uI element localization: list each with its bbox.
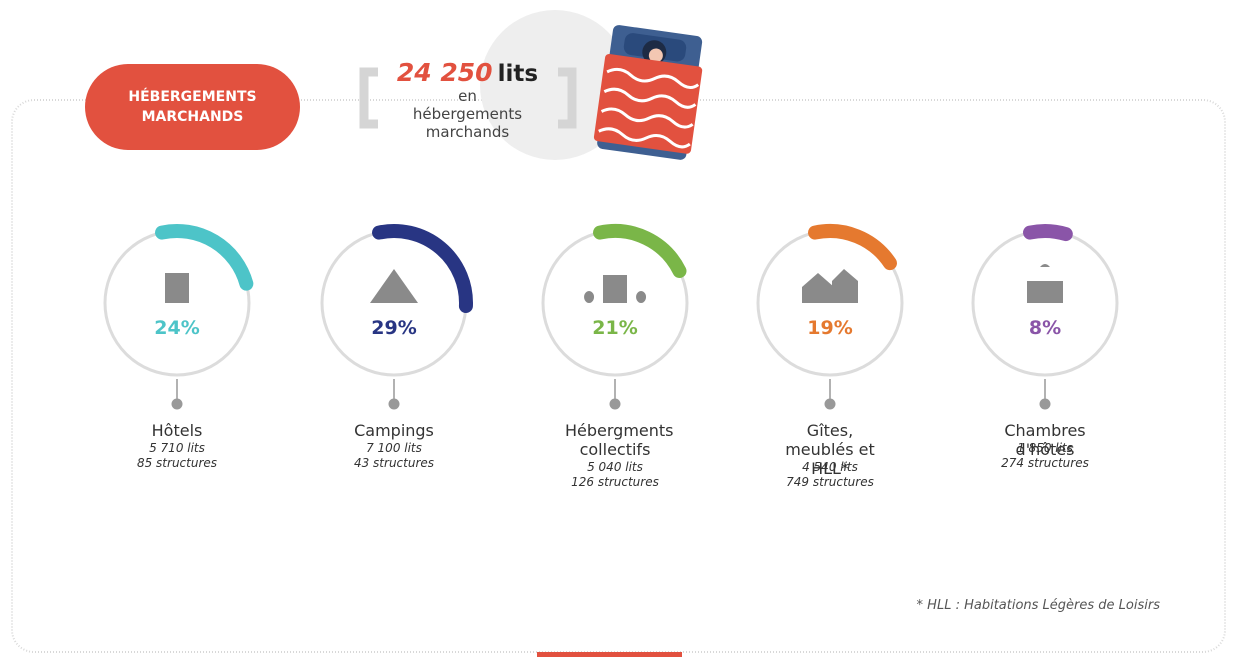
percent: 19% [770,317,890,339]
stem-dot [825,399,836,410]
percent: 24% [117,317,237,339]
percent: 29% [334,317,454,339]
stem-dot [610,399,621,410]
percent: 21% [555,317,675,339]
ring-arc [1030,231,1066,234]
structures: 749 structures [740,475,920,490]
structures: 274 structures [955,456,1135,471]
percent: 8% [985,317,1105,339]
beds: 5 040 lits [525,460,705,475]
stem-dot [172,399,183,410]
category-name: Hébergments collectifs [525,421,705,459]
category-name: Hôtels [87,421,267,440]
structures: 126 structures [525,475,705,490]
category-icon [165,273,189,303]
stem-dot [389,399,400,410]
structures: 43 structures [304,456,484,471]
stem-dot [1040,399,1051,410]
page: HÉBERGEMENTS MARCHANDS 24 250 lits en hé… [0,0,1240,657]
beds: 4 540 lits [740,460,920,475]
beds: 5 710 lits [87,441,267,456]
beds: 7 100 lits [304,441,484,456]
category-name: Campings [304,421,484,440]
beds: 1 850 lits [955,441,1135,456]
structures: 85 structures [87,456,267,471]
